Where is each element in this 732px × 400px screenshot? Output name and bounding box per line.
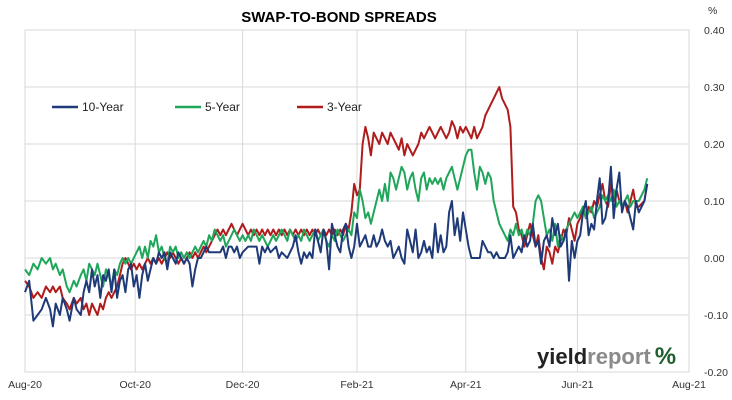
brand-text: yieldreport% [537,343,676,370]
y-tick-label: 0.10 [704,196,725,208]
series-lines [24,86,649,328]
y-tick-label: -0.20 [704,367,728,379]
legend-label-3-year: 3-Year [327,100,362,114]
x-tick-label: Aug-20 [8,379,42,391]
brand-yield: yield [537,344,587,369]
brand-percent: % [655,343,676,370]
yieldreport-logo: yieldreport% [537,343,676,370]
gridlines [24,29,690,373]
series-line-5-year [24,148,649,294]
series-line-3-year [24,86,649,316]
legend-label-5-year: 5-Year [205,100,240,114]
y-tick-label: 0.20 [704,139,725,151]
y-tick-label: -0.10 [704,310,728,322]
x-tick-label: Feb-21 [340,379,373,391]
x-axis-ticks: Aug-20 Oct-20 Dec-20 Feb-21 Apr-21 Jun-21 Aug-… [8,379,706,391]
x-tick-label: Dec-20 [226,379,260,391]
legend: 10-Year 5-Year 3-Year [52,100,362,114]
x-tick-label: Jun-21 [561,379,593,391]
x-tick-label: Apr-21 [450,379,482,391]
plot-area-border [24,29,690,373]
brand-report: report [587,344,651,369]
series-line-10-year [24,165,649,328]
chart-title: SWAP-TO-BOND SPREADS [241,9,437,26]
x-tick-label: Aug-21 [672,379,706,391]
y-tick-label: 0.40 [704,25,725,37]
x-tick-label: Oct-20 [119,379,151,391]
legend-label-10-year: 10-Year [82,100,124,114]
y-tick-label: 0.00 [704,253,725,265]
y-axis-unit: % [708,5,717,17]
y-tick-label: 0.30 [704,82,725,94]
y-axis-ticks: 0.40 0.30 0.20 0.10 0.00 -0.10 -0.20 [704,25,728,379]
